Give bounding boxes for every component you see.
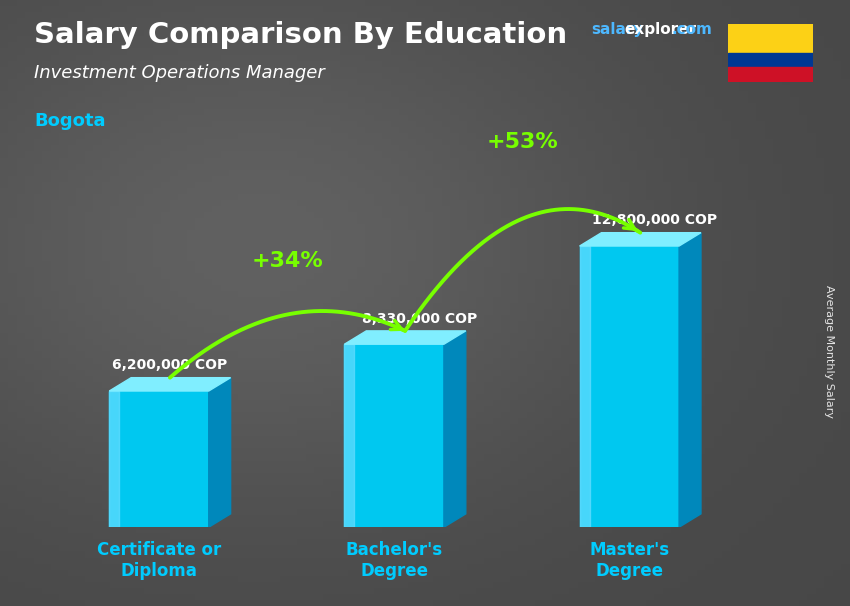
Text: +53%: +53% [487,132,558,152]
Bar [728,24,813,53]
Polygon shape [679,233,701,527]
Text: .com: .com [672,22,712,38]
Bar [110,391,119,527]
Polygon shape [110,378,230,391]
Bar [344,344,444,527]
Text: Bogota: Bogota [34,112,105,130]
Text: 6,200,000 COP: 6,200,000 COP [112,358,228,373]
Polygon shape [209,378,230,527]
Text: 12,800,000 COP: 12,800,000 COP [592,213,717,227]
Bar [728,53,813,67]
Text: Investment Operations Manager: Investment Operations Manager [34,64,325,82]
Polygon shape [344,331,466,344]
Bar [110,391,209,527]
Bar [344,344,354,527]
Text: +34%: +34% [252,251,323,271]
Text: Average Monthly Salary: Average Monthly Salary [824,285,834,418]
Bar [580,246,590,527]
Polygon shape [580,233,701,246]
Bar [580,246,679,527]
Polygon shape [444,331,466,527]
Text: 8,330,000 COP: 8,330,000 COP [362,311,477,325]
Text: explorer: explorer [625,22,697,38]
Bar [728,67,813,82]
Text: salary: salary [591,22,643,38]
Text: Salary Comparison By Education: Salary Comparison By Education [34,21,567,49]
